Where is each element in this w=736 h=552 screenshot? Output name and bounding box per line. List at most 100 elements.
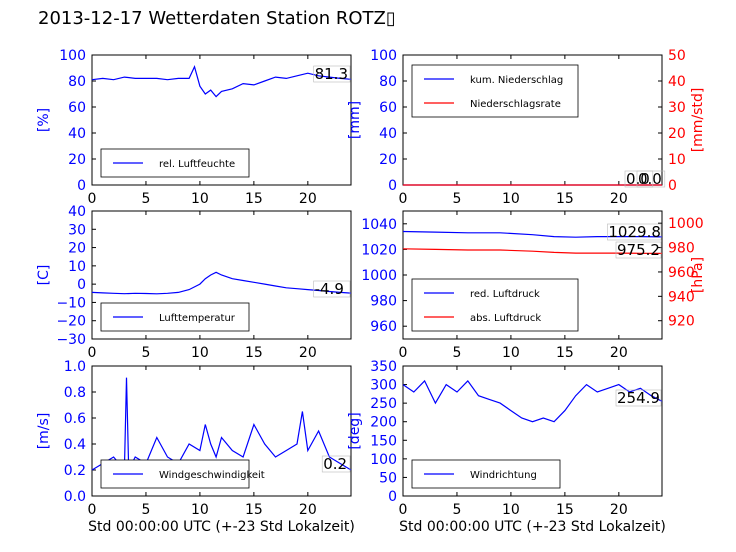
chart2-xtick-label: 10 — [191, 345, 209, 361]
chart4-xtick-label: 15 — [245, 502, 263, 518]
chart1-xtick-label: 20 — [610, 191, 628, 207]
chart3-value-box — [607, 223, 662, 241]
chart3-ytick-label: 980 — [370, 294, 397, 310]
chart2-legend-label: Lufttemperatur — [159, 313, 236, 324]
chart2-ytick-label: −30 — [56, 332, 86, 348]
chart3-xtick-label: 10 — [502, 345, 520, 361]
chart3-xtick-label: 20 — [610, 345, 628, 361]
chart1-y2tick-label: 0 — [668, 178, 677, 194]
chart1-ylabel: [mm] — [347, 101, 363, 139]
chart3-value-box — [615, 241, 662, 259]
chart5-ytick-label: 350 — [370, 359, 397, 375]
chart5-ytick-label: 200 — [370, 415, 397, 431]
chart5-xtick-label: 0 — [399, 502, 408, 518]
chart2-current-value: -4.9 — [315, 280, 344, 298]
chart4-ytick-label: 0.6 — [64, 411, 86, 427]
chart3-xtick-label: 5 — [452, 345, 461, 361]
chart2-legend-box — [100, 302, 250, 332]
chart2-xtick-label: 15 — [245, 345, 263, 361]
chart0-ylabel: [%] — [36, 108, 52, 132]
xlabel-1: Std 00:00:00 UTC (+-23 Std Lokalzeit) — [399, 519, 666, 535]
chart1-legend-box — [411, 64, 579, 118]
chart1-ytick-label: 0 — [388, 178, 397, 194]
chart5-xtick-label: 10 — [502, 502, 520, 518]
chart3-y2tick-label: 960 — [668, 265, 695, 281]
chart1-legend-label: kum. Niederschlag — [470, 75, 563, 86]
chart1-xtick-label: 10 — [502, 191, 520, 207]
chart0-xtick-label: 15 — [245, 191, 263, 207]
chart0-current-value: 81.3 — [315, 65, 348, 83]
chart5-ytick-label: 150 — [370, 433, 397, 449]
chart1-y2tick-label: 10 — [668, 152, 686, 168]
chart4-xtick-label: 20 — [299, 502, 317, 518]
chart3-xtick-label: 15 — [556, 345, 574, 361]
chart2-xtick-label: 5 — [141, 345, 150, 361]
chart5-ytick-label: 50 — [379, 470, 397, 486]
chart1-y2tick-label: 30 — [668, 100, 686, 116]
chart0-ytick-label: 80 — [68, 74, 86, 90]
chart3-xtick-label: 0 — [399, 345, 408, 361]
chart2-xtick-label: 0 — [88, 345, 97, 361]
chart2-xtick-label: 20 — [299, 345, 317, 361]
chart0-xtick-label: 0 — [88, 191, 97, 207]
chart1-y2tick-label: 50 — [668, 48, 686, 64]
chart5-ytick-label: 250 — [370, 396, 397, 412]
chart1-current-value: 0.0 — [626, 170, 650, 188]
chart3-ytick-label: 1020 — [361, 242, 397, 258]
chart5-series-line — [402, 379, 663, 423]
chart0-ytick-label: 40 — [68, 126, 86, 142]
chart5-value-box — [615, 389, 662, 407]
chart0-ytick-label: 0 — [77, 178, 86, 194]
chart3-current-value: 1029.8 — [608, 223, 661, 241]
chart4-ytick-label: 0.4 — [64, 437, 86, 453]
chart1-value-box — [636, 170, 666, 188]
chart2-ytick-label: 40 — [68, 204, 86, 220]
chart0-xtick-label: 10 — [191, 191, 209, 207]
chart4-ytick-label: 1.0 — [64, 359, 86, 375]
chart1-y2label: [mm/std] — [690, 88, 706, 153]
chart4-ytick-label: 0.0 — [64, 489, 86, 505]
chart3-series-line — [402, 230, 663, 238]
chart3-ytick-label: 960 — [370, 319, 397, 335]
chart-title: 2013-12-17 Wetterdaten Station ROTZ▯ — [38, 8, 396, 29]
chart1-current-value: 0.0 — [638, 170, 662, 188]
chart0-ytick-label: 100 — [59, 48, 86, 64]
chart5-ylabel: [deg] — [347, 412, 363, 449]
chart2-series-line — [91, 271, 352, 295]
chart3-ytick-label: 1000 — [361, 268, 397, 284]
chart1-ytick-label: 20 — [379, 152, 397, 168]
chart4-frame — [91, 365, 352, 497]
chart4-series-line — [91, 377, 352, 472]
chart1-xtick-label: 15 — [556, 191, 574, 207]
chart0-xtick-label: 5 — [141, 191, 150, 207]
chart2-ytick-label: 30 — [68, 222, 86, 238]
chart5-xtick-label: 5 — [452, 502, 461, 518]
chart3-series-line — [402, 248, 663, 254]
chart5-current-value: 254.9 — [617, 389, 660, 407]
chart3-legend-label: abs. Luftdruck — [470, 313, 541, 324]
chart4-xtick-label: 10 — [191, 502, 209, 518]
chart2-ytick-label: 20 — [68, 241, 86, 257]
chart5-xtick-label: 20 — [610, 502, 628, 518]
chart2-value-box — [313, 280, 351, 298]
chart4-ytick-label: 0.2 — [64, 463, 86, 479]
chart2-ylabel: [C] — [36, 265, 52, 286]
chart1-ytick-label: 80 — [379, 74, 397, 90]
chart1-ytick-label: 40 — [379, 126, 397, 142]
chart1-ytick-label: 100 — [370, 48, 397, 64]
chart1-y2tick-label: 20 — [668, 126, 686, 142]
chart5-frame — [402, 365, 663, 497]
chart5-xtick-label: 15 — [556, 502, 574, 518]
chart3-legend-label: red. Luftdruck — [470, 289, 540, 300]
chart2-ytick-label: 0 — [77, 277, 86, 293]
chart3-y2label: [hPa] — [690, 257, 706, 293]
chart4-value-box — [321, 455, 351, 473]
chart4-xtick-label: 5 — [141, 502, 150, 518]
chart4-legend-label: Windgeschwindigkeit — [159, 470, 265, 481]
chart3-y2tick-label: 940 — [668, 289, 695, 305]
chart1-xtick-label: 0 — [399, 191, 408, 207]
chart4-xtick-label: 0 — [88, 502, 97, 518]
chart5-ytick-label: 300 — [370, 378, 397, 394]
chart3-legend-box — [411, 278, 579, 332]
